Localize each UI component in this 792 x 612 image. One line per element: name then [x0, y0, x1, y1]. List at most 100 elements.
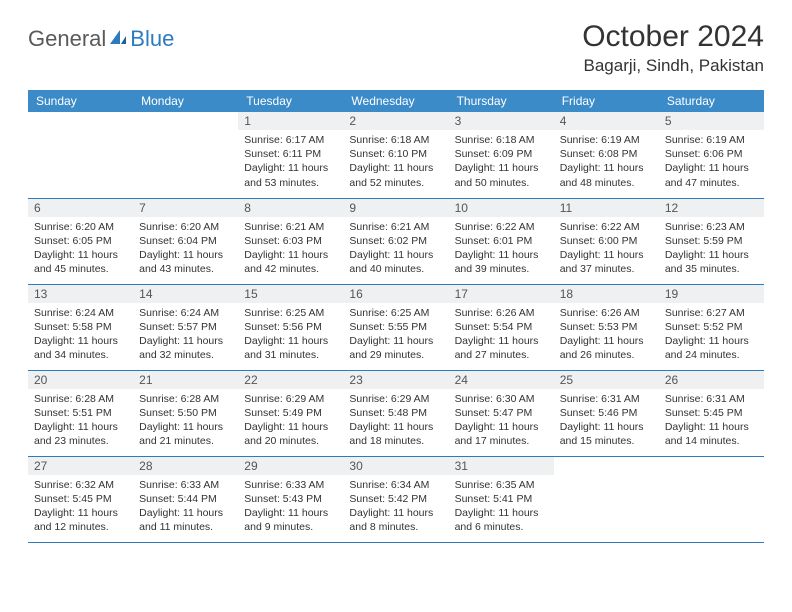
daylight-text: Daylight: 11 hours and 24 minutes.: [665, 334, 758, 362]
sunrise-text: Sunrise: 6:24 AM: [34, 306, 127, 320]
day-number: 8: [238, 199, 343, 217]
day-number: 17: [449, 285, 554, 303]
day-content: Sunrise: 6:18 AMSunset: 6:10 PMDaylight:…: [343, 130, 448, 194]
calendar-row: 13Sunrise: 6:24 AMSunset: 5:58 PMDayligh…: [28, 284, 764, 370]
day-number: 15: [238, 285, 343, 303]
calendar-cell: 15Sunrise: 6:25 AMSunset: 5:56 PMDayligh…: [238, 284, 343, 370]
day-content: Sunrise: 6:21 AMSunset: 6:02 PMDaylight:…: [343, 217, 448, 281]
day-content: Sunrise: 6:25 AMSunset: 5:56 PMDaylight:…: [238, 303, 343, 367]
calendar-cell: 18Sunrise: 6:26 AMSunset: 5:53 PMDayligh…: [554, 284, 659, 370]
sunset-text: Sunset: 5:58 PM: [34, 320, 127, 334]
calendar-cell: 25Sunrise: 6:31 AMSunset: 5:46 PMDayligh…: [554, 370, 659, 456]
calendar-cell: 3Sunrise: 6:18 AMSunset: 6:09 PMDaylight…: [449, 112, 554, 198]
day-content: Sunrise: 6:22 AMSunset: 6:00 PMDaylight:…: [554, 217, 659, 281]
day-number: 3: [449, 112, 554, 130]
calendar-cell: 2Sunrise: 6:18 AMSunset: 6:10 PMDaylight…: [343, 112, 448, 198]
day-content: Sunrise: 6:34 AMSunset: 5:42 PMDaylight:…: [343, 475, 448, 539]
day-content: Sunrise: 6:22 AMSunset: 6:01 PMDaylight:…: [449, 217, 554, 281]
sunset-text: Sunset: 5:52 PM: [665, 320, 758, 334]
calendar-cell: 27Sunrise: 6:32 AMSunset: 5:45 PMDayligh…: [28, 456, 133, 542]
day-number: 7: [133, 199, 238, 217]
calendar-cell: .: [133, 112, 238, 198]
daylight-text: Daylight: 11 hours and 37 minutes.: [560, 248, 653, 276]
sunrise-text: Sunrise: 6:22 AM: [455, 220, 548, 234]
sunrise-text: Sunrise: 6:21 AM: [244, 220, 337, 234]
sunset-text: Sunset: 6:00 PM: [560, 234, 653, 248]
calendar-cell: 10Sunrise: 6:22 AMSunset: 6:01 PMDayligh…: [449, 198, 554, 284]
calendar-row: 20Sunrise: 6:28 AMSunset: 5:51 PMDayligh…: [28, 370, 764, 456]
day-number: 14: [133, 285, 238, 303]
sunset-text: Sunset: 5:49 PM: [244, 406, 337, 420]
day-number: 12: [659, 199, 764, 217]
day-number: 1: [238, 112, 343, 130]
day-content: Sunrise: 6:31 AMSunset: 5:46 PMDaylight:…: [554, 389, 659, 453]
day-content: Sunrise: 6:27 AMSunset: 5:52 PMDaylight:…: [659, 303, 764, 367]
daylight-text: Daylight: 11 hours and 15 minutes.: [560, 420, 653, 448]
sunset-text: Sunset: 6:04 PM: [139, 234, 232, 248]
daylight-text: Daylight: 11 hours and 21 minutes.: [139, 420, 232, 448]
day-content: Sunrise: 6:24 AMSunset: 5:57 PMDaylight:…: [133, 303, 238, 367]
daylight-text: Daylight: 11 hours and 26 minutes.: [560, 334, 653, 362]
daylight-text: Daylight: 11 hours and 43 minutes.: [139, 248, 232, 276]
calendar-cell: 1Sunrise: 6:17 AMSunset: 6:11 PMDaylight…: [238, 112, 343, 198]
weekday-header: Thursday: [449, 90, 554, 112]
calendar-cell: .: [28, 112, 133, 198]
day-content: Sunrise: 6:19 AMSunset: 6:08 PMDaylight:…: [554, 130, 659, 194]
sunset-text: Sunset: 5:57 PM: [139, 320, 232, 334]
day-number: 5: [659, 112, 764, 130]
day-number: 20: [28, 371, 133, 389]
day-content: Sunrise: 6:23 AMSunset: 5:59 PMDaylight:…: [659, 217, 764, 281]
sunset-text: Sunset: 6:02 PM: [349, 234, 442, 248]
calendar-cell: 11Sunrise: 6:22 AMSunset: 6:00 PMDayligh…: [554, 198, 659, 284]
sunrise-text: Sunrise: 6:28 AM: [34, 392, 127, 406]
calendar-cell: 4Sunrise: 6:19 AMSunset: 6:08 PMDaylight…: [554, 112, 659, 198]
sunrise-text: Sunrise: 6:27 AM: [665, 306, 758, 320]
sunset-text: Sunset: 5:47 PM: [455, 406, 548, 420]
daylight-text: Daylight: 11 hours and 39 minutes.: [455, 248, 548, 276]
sunset-text: Sunset: 5:43 PM: [244, 492, 337, 506]
daylight-text: Daylight: 11 hours and 53 minutes.: [244, 161, 337, 189]
day-number: 18: [554, 285, 659, 303]
logo: General Blue: [28, 26, 174, 52]
calendar-cell: .: [659, 456, 764, 542]
daylight-text: Daylight: 11 hours and 48 minutes.: [560, 161, 653, 189]
sunrise-text: Sunrise: 6:19 AM: [560, 133, 653, 147]
sunset-text: Sunset: 5:45 PM: [665, 406, 758, 420]
calendar-cell: 9Sunrise: 6:21 AMSunset: 6:02 PMDaylight…: [343, 198, 448, 284]
day-number: 25: [554, 371, 659, 389]
daylight-text: Daylight: 11 hours and 45 minutes.: [34, 248, 127, 276]
weekday-header: Monday: [133, 90, 238, 112]
weekday-header: Tuesday: [238, 90, 343, 112]
daylight-text: Daylight: 11 hours and 32 minutes.: [139, 334, 232, 362]
day-content: Sunrise: 6:33 AMSunset: 5:44 PMDaylight:…: [133, 475, 238, 539]
calendar-cell: 24Sunrise: 6:30 AMSunset: 5:47 PMDayligh…: [449, 370, 554, 456]
title-block: October 2024 Bagarji, Sindh, Pakistan: [582, 20, 764, 76]
calendar-cell: 22Sunrise: 6:29 AMSunset: 5:49 PMDayligh…: [238, 370, 343, 456]
day-number: 2: [343, 112, 448, 130]
sunrise-text: Sunrise: 6:33 AM: [139, 478, 232, 492]
daylight-text: Daylight: 11 hours and 12 minutes.: [34, 506, 127, 534]
day-number: 28: [133, 457, 238, 475]
day-number: 10: [449, 199, 554, 217]
sunrise-text: Sunrise: 6:34 AM: [349, 478, 442, 492]
sunset-text: Sunset: 5:48 PM: [349, 406, 442, 420]
calendar-table: Sunday Monday Tuesday Wednesday Thursday…: [28, 90, 764, 543]
sunset-text: Sunset: 6:09 PM: [455, 147, 548, 161]
header: General Blue October 2024 Bagarji, Sindh…: [28, 20, 764, 76]
daylight-text: Daylight: 11 hours and 9 minutes.: [244, 506, 337, 534]
sunrise-text: Sunrise: 6:31 AM: [665, 392, 758, 406]
daylight-text: Daylight: 11 hours and 40 minutes.: [349, 248, 442, 276]
daylight-text: Daylight: 11 hours and 52 minutes.: [349, 161, 442, 189]
day-content: Sunrise: 6:20 AMSunset: 6:05 PMDaylight:…: [28, 217, 133, 281]
calendar-cell: 19Sunrise: 6:27 AMSunset: 5:52 PMDayligh…: [659, 284, 764, 370]
day-number: 31: [449, 457, 554, 475]
calendar-cell: 26Sunrise: 6:31 AMSunset: 5:45 PMDayligh…: [659, 370, 764, 456]
calendar-cell: 17Sunrise: 6:26 AMSunset: 5:54 PMDayligh…: [449, 284, 554, 370]
daylight-text: Daylight: 11 hours and 35 minutes.: [665, 248, 758, 276]
sunrise-text: Sunrise: 6:21 AM: [349, 220, 442, 234]
day-content: Sunrise: 6:17 AMSunset: 6:11 PMDaylight:…: [238, 130, 343, 194]
sunrise-text: Sunrise: 6:25 AM: [244, 306, 337, 320]
weekday-header-row: Sunday Monday Tuesday Wednesday Thursday…: [28, 90, 764, 112]
day-content: Sunrise: 6:24 AMSunset: 5:58 PMDaylight:…: [28, 303, 133, 367]
day-number: 29: [238, 457, 343, 475]
